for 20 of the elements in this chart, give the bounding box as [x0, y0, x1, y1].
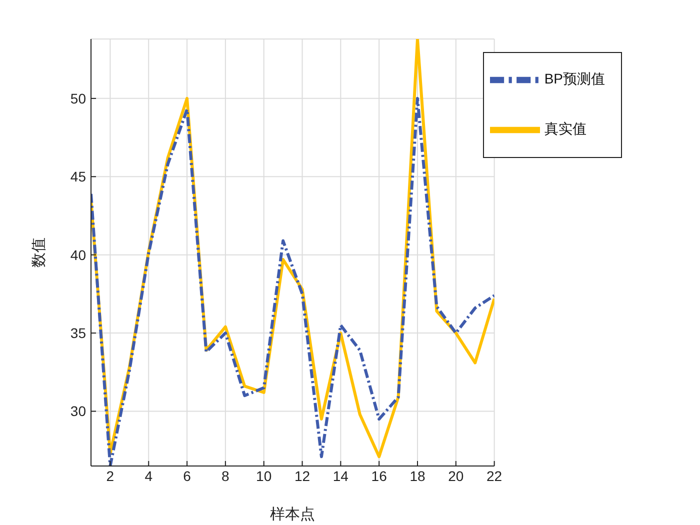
x-tick-label: 16 — [371, 468, 388, 484]
x-tick-label: 20 — [448, 468, 464, 484]
x-tick-label: 6 — [183, 468, 192, 484]
x-tick-label: 22 — [486, 468, 502, 484]
y-tick-label: 40 — [70, 246, 86, 263]
y-tick-label: 35 — [70, 325, 86, 342]
legend-label: BP预测值 — [544, 70, 605, 87]
x-tick-label: 2 — [106, 468, 114, 484]
x-tick-label: 10 — [256, 468, 272, 484]
x-tick-label: 4 — [144, 468, 153, 484]
y-tick-label: 45 — [70, 168, 86, 185]
x-tick-label: 14 — [332, 468, 349, 484]
x-tick-label: 8 — [222, 468, 230, 484]
y-tick-label: 50 — [70, 90, 86, 106]
legend-label: 真实值 — [544, 120, 586, 137]
x-tick-label: 18 — [410, 468, 426, 484]
x-tick-label: 12 — [294, 468, 310, 484]
x-axis-title: 样本点 — [270, 506, 316, 523]
y-axis-title: 数值 — [30, 238, 48, 268]
y-tick-label: 30 — [70, 403, 86, 420]
